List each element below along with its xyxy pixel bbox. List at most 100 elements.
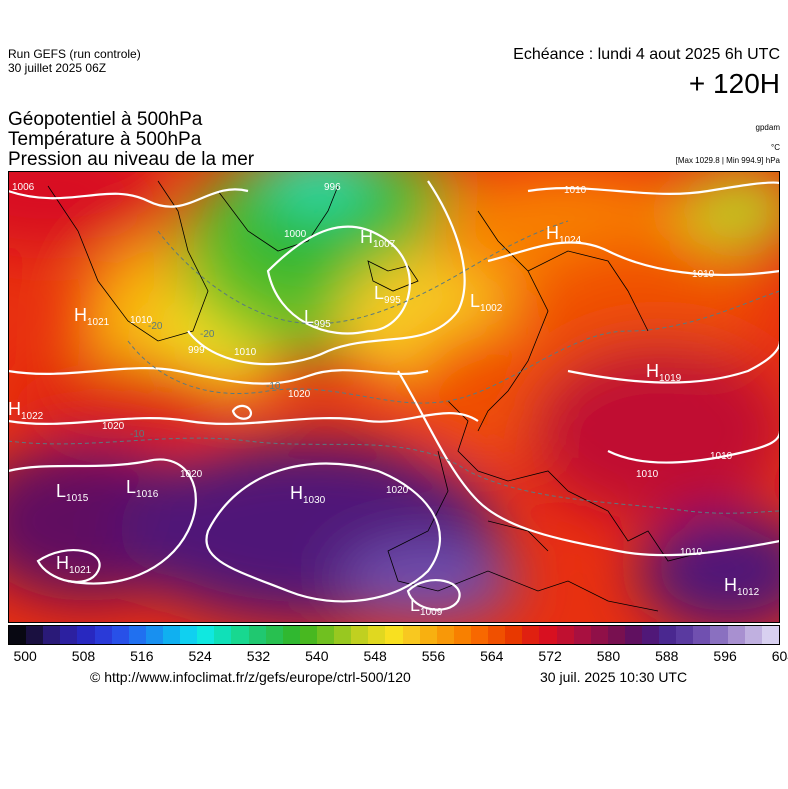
colorbar-tick-label: 596 — [713, 648, 737, 664]
isotherm-label: -20 — [200, 329, 215, 340]
isotherm-label: -10 — [266, 381, 281, 392]
colorbar-swatch — [693, 626, 711, 644]
isobar-label: 1020 — [102, 421, 125, 432]
isobar-label: 1010 — [130, 315, 153, 326]
colorbar-swatch — [710, 626, 728, 644]
colorbar-swatch — [265, 626, 283, 644]
isobar-label: 1020 — [288, 389, 311, 400]
pressure-center: H1007 — [360, 227, 396, 250]
field-temperature: Température à 500hPa — [8, 129, 202, 150]
colorbar-swatch — [470, 626, 489, 644]
colorbar-swatch — [488, 626, 506, 644]
colorbar-swatch — [162, 626, 181, 644]
temperature-isotherms — [8, 220, 780, 514]
pressure-center: H1012 — [724, 575, 760, 598]
colorbar-swatch — [111, 626, 129, 644]
pressure-center: H1030 — [290, 483, 326, 506]
colorbar-tick-label: 532 — [246, 648, 271, 664]
colorbar-swatch — [145, 626, 163, 644]
colorbar-tick-label: 508 — [71, 648, 96, 664]
pressure-center: H1021 — [56, 553, 92, 576]
isobar-label: 996 — [324, 182, 341, 193]
colorbar-swatch — [659, 626, 677, 644]
valid-time: Echéance : lundi 4 aout 2025 6h UTC — [513, 46, 780, 63]
colorbar-swatch — [539, 626, 557, 644]
colorbar-swatch — [744, 626, 762, 644]
colorbar-swatch — [128, 626, 146, 644]
generated-time: 30 juil. 2025 10:30 UTC — [540, 669, 688, 685]
colorbar-ticks: 500 508 516 524 532 540 548 556 564 572 580 588 596 6… — [8, 648, 788, 666]
colorbar-tick-label: 604 — [771, 648, 788, 664]
field-geopotential: Géopotentiel à 500hPa — [8, 109, 203, 130]
colorbar-swatch — [26, 626, 44, 644]
colorbar-tick-label: 524 — [188, 648, 212, 664]
field-pressure: Pression au niveau de la mer — [8, 149, 255, 170]
colorbar-swatch — [419, 626, 437, 644]
colorbar-tick-label: 500 — [13, 648, 37, 664]
colorbar-tick-label: 580 — [596, 648, 621, 664]
unit-geopotential: gpdam — [755, 123, 780, 132]
colorbar-swatch — [505, 626, 523, 644]
colorbar-swatch — [385, 626, 403, 644]
isobar-labels: 1006 996 1000 1010 1010 1010 999 1010 10… — [12, 182, 733, 558]
isobar-label: 1010 — [710, 451, 733, 462]
pressure-center: H1019 — [646, 361, 682, 384]
run-title: Run GEFS (run controle) — [8, 47, 141, 61]
colorbar-swatch — [368, 626, 386, 644]
pressure-center: H1024 — [546, 223, 582, 246]
colorbar-swatch — [9, 626, 27, 644]
copyright: © http://www.infoclimat.fr/z/gefs/europe… — [90, 669, 411, 685]
colorbar-swatch — [436, 626, 454, 644]
colorbar-swatch — [522, 626, 540, 644]
isotherm-label: -20 — [148, 321, 163, 332]
colorbar-swatch — [590, 626, 608, 644]
run-date: 30 juillet 2025 06Z — [8, 61, 107, 75]
isotherm-label: -10 — [130, 429, 145, 440]
colorbar-swatch — [607, 626, 625, 644]
colorbar-swatch — [197, 626, 215, 644]
colorbar-tick-label: 540 — [305, 648, 329, 664]
colorbar-tick-label: 572 — [538, 648, 562, 664]
colorbar-swatch — [43, 626, 61, 644]
colorbar-swatch — [676, 626, 694, 644]
colorbar-swatch — [231, 626, 249, 644]
colorbar-tick-label: 516 — [130, 648, 154, 664]
pressure-center: L1002 — [470, 291, 503, 314]
colorbar-tick-label: 564 — [480, 648, 504, 664]
colorbar-swatch — [453, 626, 471, 644]
isobar-label: 1010 — [636, 469, 659, 480]
colorbar-swatch — [60, 626, 78, 644]
isobar-label: 1020 — [180, 469, 203, 480]
colorbar-swatch — [214, 626, 232, 644]
weather-map: 1006 996 1000 1010 1010 1010 999 1010 10… — [8, 171, 780, 623]
colorbar-swatch — [556, 626, 574, 644]
pressure-center: H1022 — [8, 399, 44, 422]
isobar-label: 1010 — [680, 547, 703, 558]
colorbar-swatch — [727, 626, 745, 644]
pressure-center: H1021 — [74, 305, 110, 328]
unit-temperature: °C — [771, 143, 780, 152]
colorbar-tick-label: 548 — [363, 648, 387, 664]
colorbar-swatch — [282, 626, 300, 644]
colorbar-swatch — [299, 626, 317, 644]
colorbar-swatch — [248, 626, 266, 644]
colorbar — [8, 625, 780, 645]
colorbar-swatch — [94, 626, 112, 644]
colorbar-swatch — [642, 626, 660, 644]
lead-time: + 120H — [688, 68, 780, 99]
isobar-label: 1006 — [12, 182, 35, 193]
pressure-center: L1009 — [410, 595, 443, 618]
colorbar-swatch — [77, 626, 95, 644]
colorbar-swatch — [402, 626, 420, 644]
colorbar-swatch — [624, 626, 643, 644]
isobars — [8, 180, 780, 611]
isobar-label: 999 — [188, 345, 205, 356]
isotherm-labels: -20 -20 -10 -10 — [130, 321, 281, 440]
colorbar-swatch — [761, 626, 779, 644]
colorbar-swatch — [351, 626, 369, 644]
isobar-label: 1010 — [564, 185, 587, 196]
isobar-label: 1000 — [284, 229, 307, 240]
pressure-center: L1015 — [56, 481, 89, 504]
colorbar-tick-label: 588 — [655, 648, 679, 664]
unit-pressure-range: [Max 1029.8 | Min 994.9] hPa — [675, 156, 780, 165]
